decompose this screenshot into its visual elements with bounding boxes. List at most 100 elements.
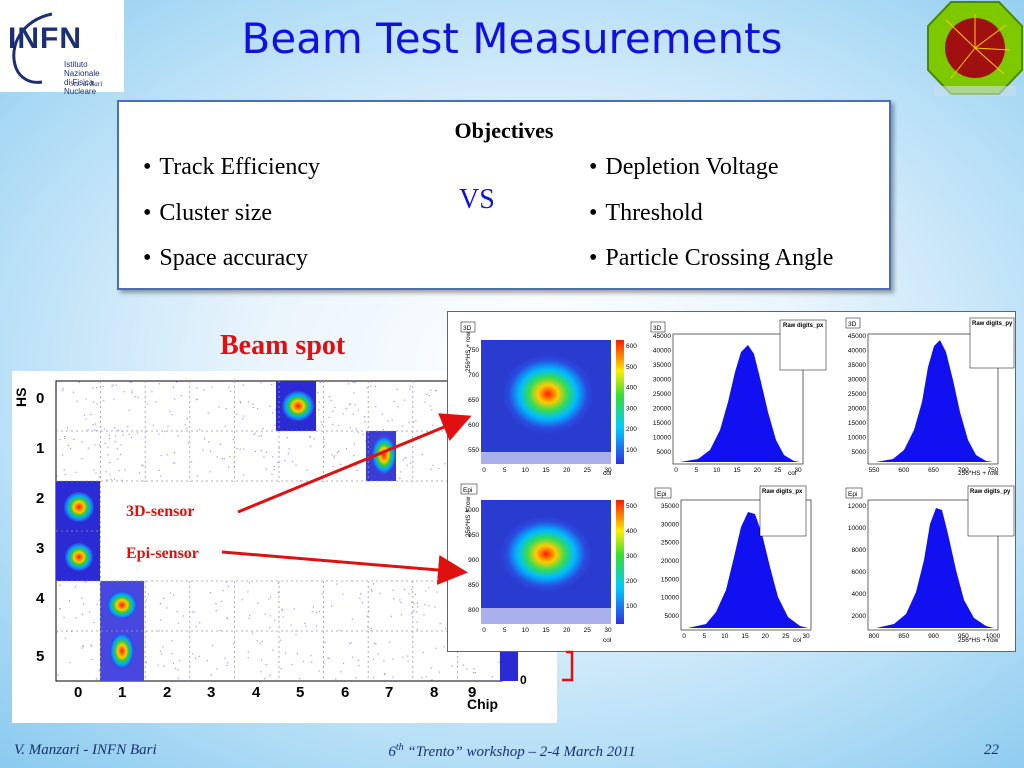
tick-label: 30000 xyxy=(661,521,679,528)
x-tick: 3 xyxy=(207,684,215,701)
noise-dot xyxy=(317,391,319,393)
tick-label: 550 xyxy=(869,467,880,474)
tick-label: 650 xyxy=(468,397,479,404)
hist-xlabel: col xyxy=(788,470,797,477)
noise-dot xyxy=(166,607,168,609)
noise-dot xyxy=(349,404,351,406)
noise-dot xyxy=(98,476,100,478)
noise-dot xyxy=(328,657,330,660)
noise-dot xyxy=(169,592,171,594)
noise-dot xyxy=(121,479,123,481)
noise-dot xyxy=(375,406,377,408)
noise-dot xyxy=(64,637,66,639)
footer-event-text: “Trento” workshop – 2-4 March 2011 xyxy=(403,744,636,760)
tick-label: 5000 xyxy=(665,613,680,620)
noise-dot xyxy=(176,381,178,383)
noise-dot xyxy=(318,610,321,613)
noise-dot xyxy=(216,456,218,458)
noise-dot xyxy=(352,381,354,384)
noise-dot xyxy=(400,471,402,473)
noise-dot xyxy=(268,598,270,600)
noise-dot xyxy=(392,658,394,660)
y-tick: 4 xyxy=(36,590,45,607)
noise-dot xyxy=(210,592,212,594)
3d-sensor-label: 3D-sensor xyxy=(124,503,197,521)
noise-dot xyxy=(324,641,326,643)
tick-label: 20 xyxy=(563,627,571,634)
noise-dot xyxy=(212,645,214,647)
tick-label: 15000 xyxy=(848,420,866,427)
noise-dot xyxy=(258,435,260,437)
tick-label: 15000 xyxy=(661,576,679,583)
noise-dot xyxy=(163,665,165,667)
noise-dot xyxy=(451,665,453,667)
noise-dot xyxy=(247,651,249,653)
noise-dot xyxy=(139,472,141,474)
noise-dot xyxy=(416,602,418,604)
noise-dot xyxy=(92,424,94,426)
tick-label: 600 xyxy=(626,343,637,350)
beam-spot-label: Beam spot xyxy=(220,330,346,361)
noise-dot xyxy=(430,468,432,470)
noise-dot xyxy=(432,424,434,426)
tick-label: 100 xyxy=(626,603,637,610)
noise-dot xyxy=(402,459,404,461)
noise-dot xyxy=(370,589,372,591)
noise-dot xyxy=(402,656,404,658)
noise-dot xyxy=(230,390,232,392)
tick-label: 700 xyxy=(468,372,479,379)
noise-dot xyxy=(171,413,173,416)
x-axis-label: Chip xyxy=(467,696,498,712)
noise-dot xyxy=(366,615,368,617)
noise-dot xyxy=(206,660,208,662)
noise-dot xyxy=(390,615,392,617)
noise-dot xyxy=(272,456,274,458)
noise-dot xyxy=(413,610,415,612)
noise-dot xyxy=(242,384,244,386)
noise-dot xyxy=(421,677,423,679)
tick-label: 850 xyxy=(898,633,909,640)
noise-dot xyxy=(269,674,271,676)
hist-epi-px: Epi Raw digits_px col 350003000025000200… xyxy=(654,485,812,644)
noise-dot xyxy=(129,381,131,383)
logo-line2: di Fisica Nucleare xyxy=(64,78,97,96)
noise-dot xyxy=(173,452,175,454)
noise-dot xyxy=(219,443,221,445)
noise-dot xyxy=(324,445,326,447)
tick-label: 10000 xyxy=(653,435,671,442)
tick-label: 5 xyxy=(694,467,698,474)
tick-label: 30000 xyxy=(848,377,866,384)
noise-dot xyxy=(397,406,399,408)
tick-label: 10 xyxy=(713,467,721,474)
noise-dot xyxy=(285,652,287,654)
noise-dot xyxy=(408,593,410,595)
tick-label: 10000 xyxy=(848,525,866,532)
noise-dot xyxy=(143,480,145,482)
map-ylabel: 256*HS + row xyxy=(465,496,472,537)
list-item: Depletion Voltage xyxy=(589,152,833,198)
noise-dot xyxy=(226,617,228,619)
noise-dot xyxy=(196,475,198,477)
footer-event: 6th “Trento” workshop – 2-4 March 2011 xyxy=(0,742,1024,761)
noise-dot xyxy=(90,413,92,416)
noise-dot xyxy=(321,593,323,595)
noise-dot xyxy=(381,413,383,415)
tick-label: 15 xyxy=(542,467,550,474)
noise-dot xyxy=(306,469,308,471)
noise-dot xyxy=(107,447,109,449)
noise-dot xyxy=(328,416,330,418)
noise-dot xyxy=(172,386,174,388)
noise-dot xyxy=(81,441,83,443)
footer-event-num: 6 xyxy=(388,744,396,760)
noise-dot xyxy=(216,668,218,670)
tick-label: 400 xyxy=(626,528,637,535)
epi-sensor-label: Epi-sensor xyxy=(124,545,201,563)
noise-dot xyxy=(277,582,279,584)
y-tick: 0 xyxy=(36,390,44,407)
noise-dot xyxy=(356,469,358,471)
noise-dot xyxy=(113,398,115,400)
noise-dot xyxy=(318,409,320,411)
noise-dot xyxy=(210,674,212,676)
noise-dot xyxy=(349,427,351,429)
noise-dot xyxy=(410,462,412,464)
